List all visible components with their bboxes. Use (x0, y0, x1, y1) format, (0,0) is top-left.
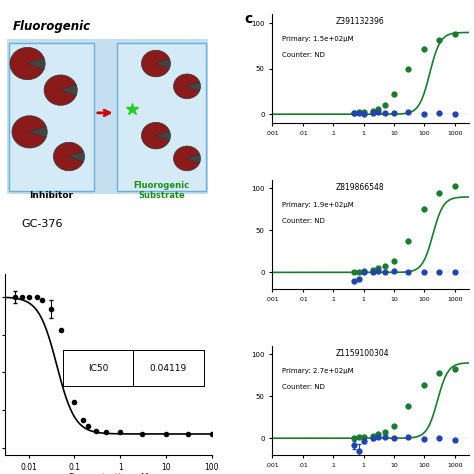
Text: Z819866548: Z819866548 (336, 183, 384, 192)
Text: Primary: 1.9e+02μM: Primary: 1.9e+02μM (283, 202, 354, 208)
Wedge shape (69, 152, 84, 161)
Text: GC-376: GC-376 (21, 219, 63, 229)
X-axis label: Concentration uM: Concentration uM (68, 473, 149, 474)
FancyBboxPatch shape (117, 43, 206, 191)
Text: Counter: ND: Counter: ND (283, 218, 325, 224)
Wedge shape (156, 131, 171, 140)
Wedge shape (156, 59, 171, 68)
Wedge shape (44, 75, 76, 105)
FancyBboxPatch shape (7, 39, 208, 194)
Text: Primary: 2.7e+02μM: Primary: 2.7e+02μM (283, 368, 354, 374)
FancyBboxPatch shape (9, 43, 94, 191)
Text: Primary: 1.5e+02μM: Primary: 1.5e+02μM (283, 36, 354, 42)
Wedge shape (187, 82, 201, 91)
Text: Z391132396: Z391132396 (336, 18, 384, 27)
Wedge shape (173, 74, 200, 99)
Wedge shape (27, 58, 45, 69)
Text: Counter: ND: Counter: ND (283, 53, 325, 58)
Text: Z1159100304: Z1159100304 (336, 349, 389, 358)
Text: c: c (244, 12, 252, 26)
Text: Fluorogenic
Substrate: Fluorogenic Substrate (134, 181, 190, 200)
Wedge shape (29, 127, 47, 137)
Wedge shape (10, 47, 44, 80)
Text: Fluorogenic: Fluorogenic (13, 20, 91, 33)
Wedge shape (141, 122, 170, 149)
Wedge shape (141, 50, 170, 77)
Wedge shape (173, 146, 200, 171)
Wedge shape (61, 85, 77, 95)
Wedge shape (187, 154, 201, 163)
Wedge shape (54, 142, 83, 171)
Text: Counter: ND: Counter: ND (283, 384, 325, 390)
Text: Inhibitor: Inhibitor (29, 191, 73, 200)
Wedge shape (12, 116, 46, 148)
